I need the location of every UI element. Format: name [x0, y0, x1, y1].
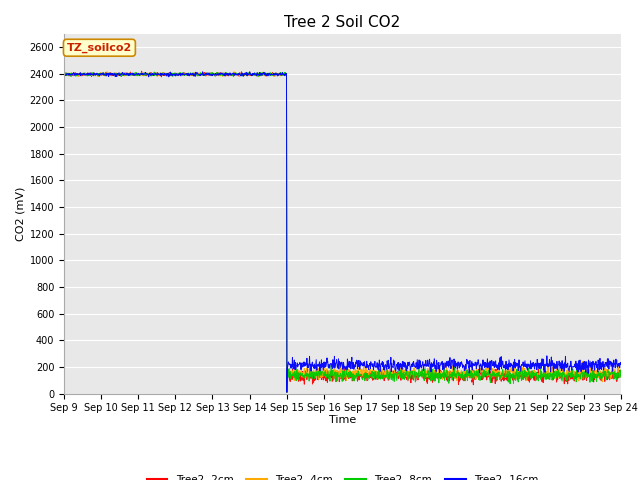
- Title: Tree 2 Soil CO2: Tree 2 Soil CO2: [284, 15, 401, 30]
- Y-axis label: CO2 (mV): CO2 (mV): [15, 186, 26, 241]
- Text: TZ_soilco2: TZ_soilco2: [67, 43, 132, 53]
- Legend: Tree2 -2cm, Tree2 -4cm, Tree2 -8cm, Tree2 -16cm: Tree2 -2cm, Tree2 -4cm, Tree2 -8cm, Tree…: [142, 471, 543, 480]
- X-axis label: Time: Time: [329, 415, 356, 425]
